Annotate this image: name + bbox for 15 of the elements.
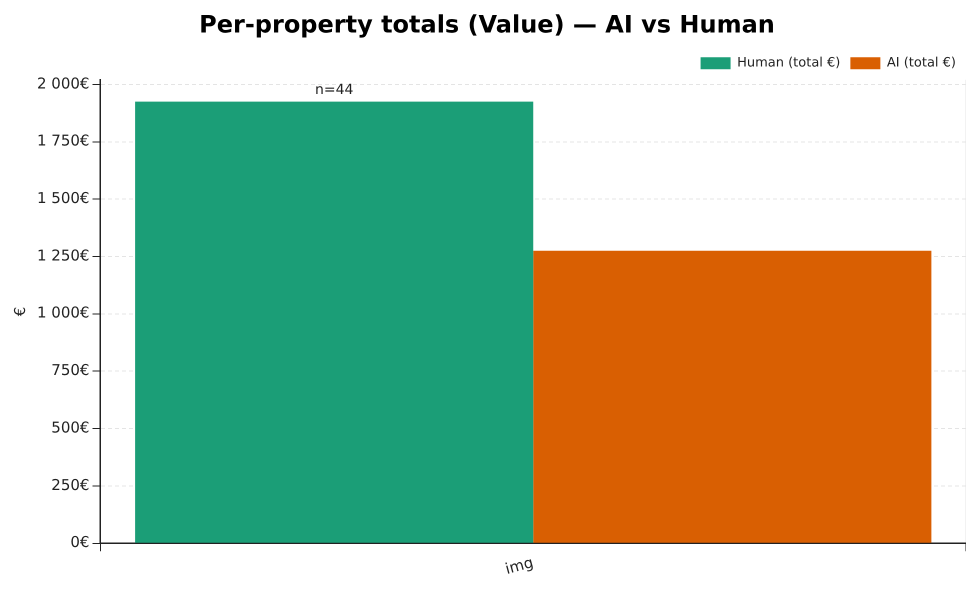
x-tick-label: img <box>503 553 536 578</box>
y-tick-label: 2 000€ <box>36 74 90 92</box>
y-tick-label: 0€ <box>70 533 90 552</box>
y-tick-label: 250€ <box>51 476 90 494</box>
y-tick-label: 500€ <box>51 418 90 436</box>
legend-label: AI (total €) <box>886 56 956 71</box>
y-axis-title: € <box>10 306 29 316</box>
y-tick-label: 750€ <box>51 361 90 380</box>
y-tick-label: 1 250€ <box>36 246 90 264</box>
annotation: n=44 <box>314 82 354 98</box>
chart-title: Per-property totals (Value) — AI vs Human <box>199 10 775 39</box>
y-tick-label: 1 750€ <box>36 132 90 150</box>
legend-label: Human (total €) <box>737 56 840 71</box>
y-tick-label: 1 000€ <box>36 304 90 322</box>
y-tick-label: 1 500€ <box>36 189 90 208</box>
